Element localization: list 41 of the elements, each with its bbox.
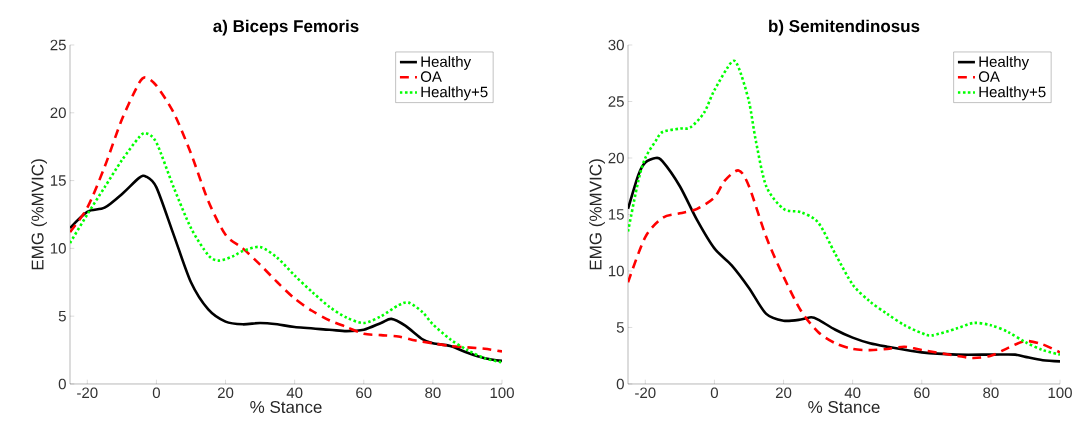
legend-label: Healthy [421,55,472,70]
y-tick-label: 5 [58,310,66,322]
legend-label: Healthy [979,55,1030,70]
x-tick-label: 100 [490,387,514,399]
x-tick-label: 80 [983,387,999,399]
y-tick-label: 0 [58,378,66,390]
y-tick-label: 25 [50,39,66,51]
y-axis-title: EMG (%MVIC) [31,159,47,270]
legend-label: OA [420,71,442,82]
x-tick-label: 0 [152,387,160,399]
line-series [70,174,503,363]
x-tick-label: 80 [425,387,441,399]
x-tick-label: 60 [356,387,372,399]
y-tick-label: 25 [608,96,624,107]
chart-title: a) Biceps Femoris [213,19,359,36]
y-tick-label: 10 [50,243,66,254]
y-tick-label: 15 [50,175,66,186]
legend-label: Healthy+5 [979,86,1046,101]
x-tick-label: 20 [775,387,792,399]
y-axis-title: EMG (%MVIC) [589,159,605,270]
x-tick-label: 40 [286,387,303,399]
x-axis-title: % Stance [808,400,880,414]
y-tick-label: 20 [608,152,624,164]
y-tick-label: 0 [616,378,624,390]
x-axis-title: % Stance [250,400,322,414]
x-tick-label: -20 [77,387,98,399]
x-tick-label: 60 [914,387,930,399]
x-tick-label: -20 [635,387,656,399]
x-tick-label: 0 [710,387,718,399]
legend-label: Healthy+5 [421,86,488,101]
y-tick-label: 10 [608,265,624,277]
line-series [70,131,503,364]
legend-label: OA [978,71,1000,82]
y-tick-label: 15 [608,209,624,220]
y-tick-label: 20 [50,107,66,119]
y-tick-label: 5 [616,322,624,333]
x-tick-label: 20 [217,387,234,399]
x-tick-label: 40 [844,387,861,399]
y-tick-label: 30 [608,39,624,51]
chart-title: b) Semitendinosus [769,19,920,36]
x-tick-label: 100 [1048,387,1072,399]
